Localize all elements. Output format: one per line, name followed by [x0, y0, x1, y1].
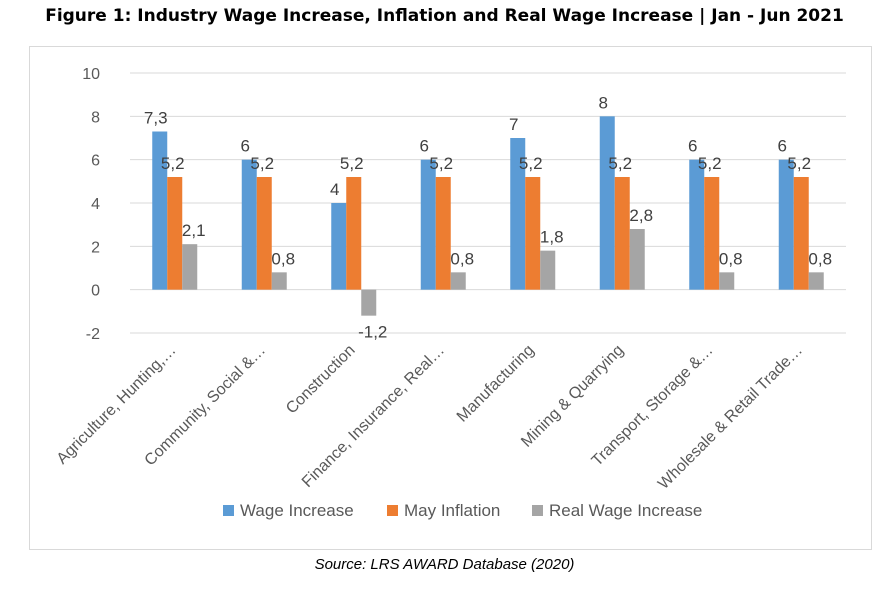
x-category-label: Wholesale & Retail Trade…	[655, 342, 806, 493]
data-label: 5,2	[698, 154, 722, 173]
bar	[361, 289, 377, 316]
data-label: 5,2	[340, 154, 364, 173]
data-label: 5,2	[787, 154, 811, 173]
data-label: 8	[599, 93, 608, 112]
data-label: 1,8	[540, 228, 564, 247]
bar	[629, 229, 645, 290]
data-label: 5,2	[519, 154, 543, 173]
data-label: 5,2	[161, 154, 185, 173]
data-label: 5,2	[250, 154, 274, 173]
legend-swatch	[387, 505, 398, 516]
y-tick-label: 8	[91, 109, 100, 126]
bar	[346, 177, 362, 290]
data-label: 6	[688, 137, 697, 156]
y-tick-label: -2	[86, 326, 100, 343]
x-category-label: Construction	[283, 342, 359, 418]
data-label: 4	[330, 180, 339, 199]
bar	[510, 138, 526, 290]
bar	[808, 272, 824, 290]
data-label: 6	[420, 137, 429, 156]
bar	[420, 159, 436, 290]
data-label: 2,8	[629, 206, 653, 225]
legend-label: May Inflation	[404, 501, 500, 520]
data-label: 7	[509, 115, 518, 134]
data-label: 0,8	[719, 249, 743, 268]
bar	[241, 159, 257, 290]
legend-label: Real Wage Increase	[549, 501, 702, 520]
bar	[167, 177, 183, 290]
y-tick-label: 6	[91, 153, 100, 170]
bar	[182, 244, 198, 290]
y-tick-label: 4	[91, 196, 100, 213]
x-category-label: Manufacturing	[454, 342, 538, 426]
y-tick-label: 10	[82, 66, 100, 83]
data-label: 0,8	[271, 249, 295, 268]
data-label: 7,3	[144, 109, 168, 128]
data-label: 0,8	[808, 249, 832, 268]
bar	[793, 177, 809, 290]
data-label: 6	[241, 137, 250, 156]
bar	[599, 116, 615, 290]
bar	[719, 272, 735, 290]
bar	[525, 177, 541, 290]
figure-title: Figure 1: Industry Wage Increase, Inflat…	[45, 6, 844, 26]
data-label: 5,2	[429, 154, 453, 173]
bar	[152, 131, 168, 290]
bar	[614, 177, 630, 290]
data-label: 6	[778, 137, 787, 156]
bar	[256, 177, 272, 290]
data-label: -1,2	[358, 323, 387, 342]
chart-area: -2 0 2 4 6 8 10 7,3 6 4 6 7 8 6 6 5,2 5,2 5,2 5,2 5,2 5,2 5,2…	[29, 46, 872, 550]
legend-swatch	[223, 505, 234, 516]
bar	[704, 177, 720, 290]
y-tick-label: 0	[91, 283, 100, 300]
data-label: 2,1	[182, 221, 206, 240]
bar	[689, 159, 705, 290]
bar	[778, 159, 794, 290]
legend-label: Wage Increase	[240, 501, 354, 520]
source-note: Source: LRS AWARD Database (2020)	[314, 556, 575, 573]
bar	[540, 250, 556, 290]
bar	[331, 203, 347, 290]
x-category-label: Finance, Insurance, Real…	[299, 342, 448, 491]
bar	[271, 272, 287, 290]
y-tick-label: 2	[91, 239, 100, 256]
data-label: 0,8	[450, 249, 474, 268]
bar	[450, 272, 466, 290]
legend-swatch	[532, 505, 543, 516]
data-label: 5,2	[608, 154, 632, 173]
bar	[435, 177, 451, 290]
